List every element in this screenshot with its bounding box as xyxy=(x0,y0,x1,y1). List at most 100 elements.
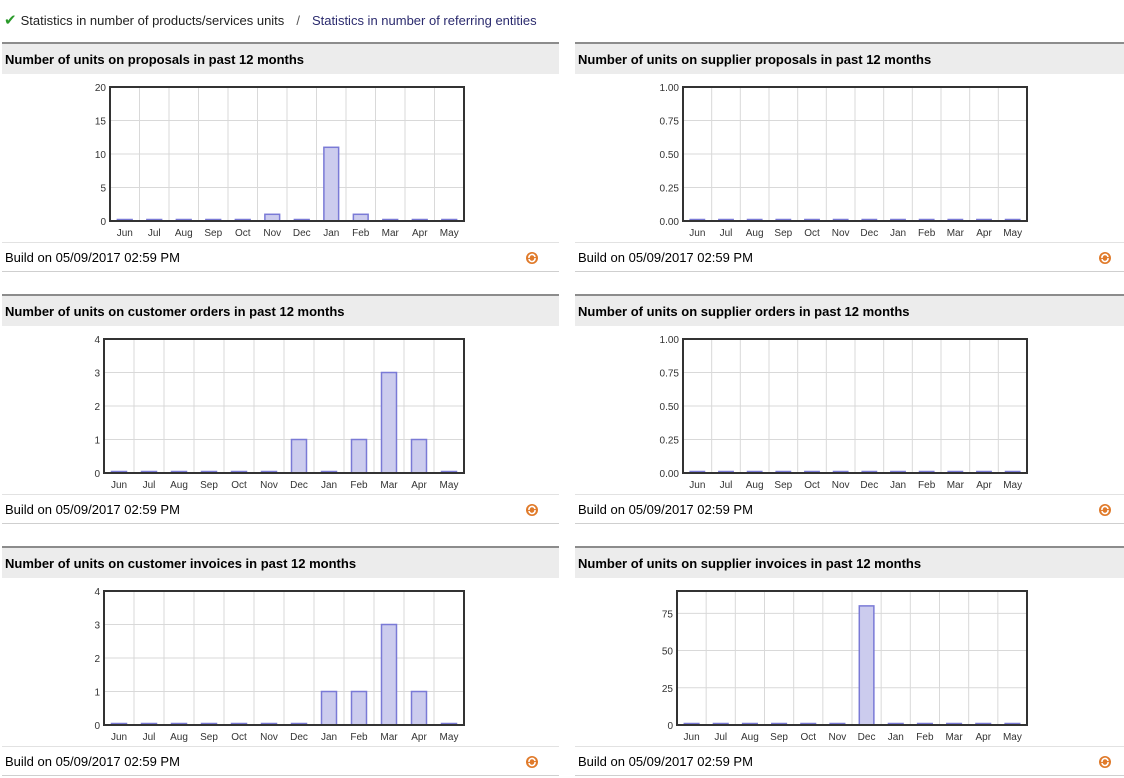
x-tick-label: Nov xyxy=(832,228,850,239)
y-tick-label: 25 xyxy=(662,684,674,695)
x-tick-label: Apr xyxy=(976,480,992,491)
x-tick-label: Sep xyxy=(774,228,792,239)
x-tick-label: Nov xyxy=(263,228,281,239)
y-tick-label: 10 xyxy=(95,150,107,161)
x-tick-label: Jul xyxy=(143,480,156,491)
refresh-icon[interactable] xyxy=(525,755,539,769)
y-tick-label: 2 xyxy=(94,654,100,665)
x-tick-label: Sep xyxy=(770,732,788,743)
x-tick-label: Jan xyxy=(321,480,337,491)
plot-border xyxy=(676,590,1028,726)
tab-separator: / xyxy=(296,12,300,28)
x-tick-label: Jul xyxy=(143,732,156,743)
x-tick-label: Oct xyxy=(800,732,816,743)
panel-footer: Build on 05/09/2017 02:59 PM xyxy=(2,494,559,524)
x-tick-label: Apr xyxy=(976,228,992,239)
bar xyxy=(323,146,340,222)
tab-referring-entities[interactable]: Statistics in number of referring entiti… xyxy=(311,12,537,28)
x-tick-label: Mar xyxy=(947,480,965,491)
bar xyxy=(410,438,428,474)
x-tick-label: Nov xyxy=(260,732,278,743)
panel-footer: Build on 05/09/2017 02:59 PM xyxy=(2,242,559,272)
y-tick-label: 1.00 xyxy=(660,335,680,346)
y-tick-label: 1 xyxy=(94,688,100,699)
x-tick-label: Sep xyxy=(774,480,792,491)
tab-units[interactable]: Statistics in number of products/service… xyxy=(20,12,285,28)
bar xyxy=(290,438,308,474)
x-tick-label: Aug xyxy=(170,480,188,491)
x-tick-label: Sep xyxy=(200,732,218,743)
refresh-icon[interactable] xyxy=(1098,251,1112,265)
x-tick-label: Jan xyxy=(890,228,906,239)
x-tick-label: Feb xyxy=(918,480,936,491)
panel-title: Number of units on proposals in past 12 … xyxy=(2,42,559,74)
chart-supplier-proposals: 0.00 0.25 0.50 0.75 1.00 Jun Jul Aug Sep Oct Nov De… xyxy=(575,82,1124,242)
x-tick-label: Oct xyxy=(235,228,251,239)
x-tick-label: Jun xyxy=(117,228,133,239)
y-tick-label: 20 xyxy=(95,83,107,94)
x-tick-label: Mar xyxy=(947,228,965,239)
x-tick-label: Sep xyxy=(200,480,218,491)
y-tick-label: 0.50 xyxy=(660,402,680,413)
build-date: Build on 05/09/2017 02:59 PM xyxy=(5,250,180,265)
panel-supplier-invoices: Number of units on supplier invoices in … xyxy=(575,546,1124,778)
x-tick-label: Dec xyxy=(290,732,308,743)
x-tick-label: May xyxy=(1003,732,1022,743)
x-tick-label: May xyxy=(440,480,459,491)
x-tick-label: Jan xyxy=(321,732,337,743)
plot-border xyxy=(109,86,465,222)
x-tick-label: Apr xyxy=(411,732,427,743)
y-tick-label: 0.00 xyxy=(660,217,680,228)
y-tick-label: 1 xyxy=(94,436,100,447)
y-tick-label: 0.25 xyxy=(660,436,680,447)
chart-proposals: 0 5 10 15 20 Jun Jul Aug Sep Oct Nov Dec Jan Feb Mar Ap… xyxy=(2,82,559,242)
panel-title: Number of units on supplier invoices in … xyxy=(575,546,1124,578)
y-tick-label: 75 xyxy=(662,609,674,620)
panel-title: Number of units on supplier proposals in… xyxy=(575,42,1124,74)
bar xyxy=(352,213,369,222)
x-tick-label: Oct xyxy=(231,732,247,743)
x-tick-label: May xyxy=(440,228,459,239)
bar xyxy=(380,371,398,474)
panel-supplier-proposals: Number of units on supplier proposals in… xyxy=(575,42,1124,274)
x-tick-label: Jul xyxy=(714,732,727,743)
plot-border xyxy=(682,338,1028,474)
chart-svg: 0 1 2 3 4 Jun Jul Aug Sep Oct Nov Dec Jan Feb Mar Apr Ma… xyxy=(94,587,465,743)
bar xyxy=(380,623,398,726)
y-tick-label: 1.00 xyxy=(660,83,680,94)
y-tick-label: 0 xyxy=(667,721,673,732)
x-tick-label: Dec xyxy=(293,228,311,239)
x-tick-label: Mar xyxy=(380,732,398,743)
panel-supplier-orders: Number of units on supplier orders in pa… xyxy=(575,294,1124,526)
x-tick-label: Dec xyxy=(860,480,878,491)
y-tick-label: 4 xyxy=(94,335,100,346)
y-tick-label: 0.75 xyxy=(660,369,680,380)
x-tick-label: May xyxy=(1003,228,1022,239)
build-date: Build on 05/09/2017 02:59 PM xyxy=(5,502,180,517)
x-tick-label: Oct xyxy=(804,228,820,239)
x-tick-label: Feb xyxy=(352,228,370,239)
refresh-icon[interactable] xyxy=(525,251,539,265)
x-tick-label: Jan xyxy=(888,732,904,743)
y-tick-label: 0.50 xyxy=(660,150,680,161)
refresh-icon[interactable] xyxy=(1098,503,1112,517)
x-tick-label: Feb xyxy=(350,480,368,491)
panel-footer: Build on 05/09/2017 02:59 PM xyxy=(575,746,1124,776)
panel-title: Number of units on supplier orders in pa… xyxy=(575,294,1124,326)
x-tick-label: Jun xyxy=(684,732,700,743)
chart-svg: 0.00 0.25 0.50 0.75 1.00 Jun Jul Aug Sep Oct Nov De… xyxy=(660,83,1028,239)
y-tick-label: 4 xyxy=(94,587,100,598)
plot-border xyxy=(103,590,465,726)
chart-svg: 0 1 2 3 4 Jun Jul Aug Sep Oct Nov Dec Jan Feb Mar Apr Ma… xyxy=(94,335,465,491)
x-tick-label: Feb xyxy=(916,732,934,743)
panel-footer: Build on 05/09/2017 02:59 PM xyxy=(575,494,1124,524)
refresh-icon[interactable] xyxy=(525,503,539,517)
refresh-icon[interactable] xyxy=(1098,755,1112,769)
chart-svg: 0 25 50 75 Jun Jul Aug Sep Oct Nov Dec Jan Feb Mar Apr… xyxy=(662,590,1028,743)
bar xyxy=(320,690,338,726)
x-tick-label: Sep xyxy=(204,228,222,239)
y-tick-label: 3 xyxy=(94,369,100,380)
x-tick-label: Dec xyxy=(858,732,876,743)
x-tick-label: Aug xyxy=(746,480,764,491)
x-tick-label: Dec xyxy=(860,228,878,239)
